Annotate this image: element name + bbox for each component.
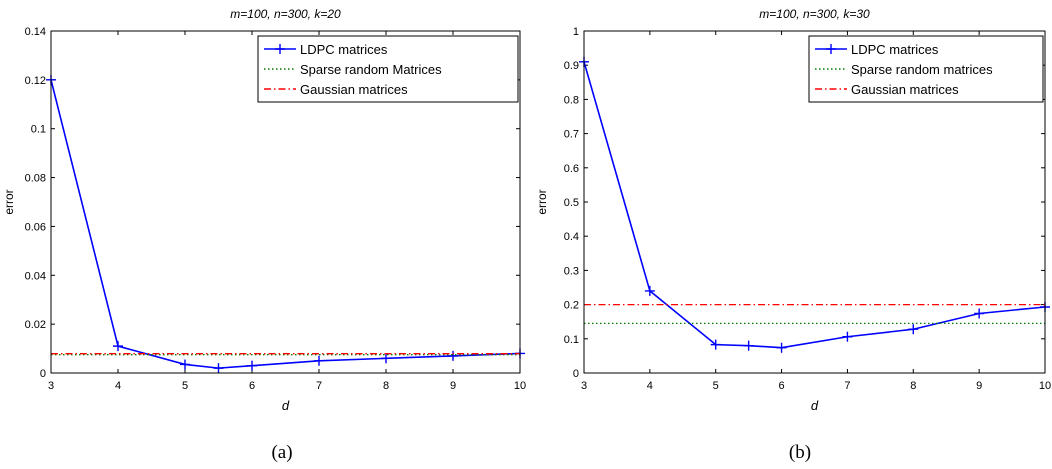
x-tick-label: 5	[713, 380, 719, 392]
y-tick-label: 0.2	[564, 300, 579, 312]
data-point-marker	[644, 285, 655, 296]
y-tick-label: 0.9	[564, 60, 579, 72]
y-tick-label: 0.04	[25, 270, 46, 282]
data-point-marker	[842, 331, 853, 342]
legend-entry-1: Sparse random matrices	[851, 62, 993, 77]
data-point-marker	[776, 342, 787, 353]
legend-box	[808, 35, 1044, 103]
y-tick-label: 0.06	[25, 221, 46, 233]
legend-entry-0: LDPC matrices	[851, 42, 939, 57]
x-tick-label: 4	[647, 380, 653, 392]
data-point-marker	[180, 359, 190, 370]
data-point-marker	[381, 353, 391, 364]
x-axis-label: d	[811, 398, 819, 413]
chart-panel-a: m=100, n=300, k=20 3 4 5 6 7 8 9 10 0 0.02 0.04 0.06…	[2, 7, 526, 463]
x-tick-label: 6	[249, 380, 255, 392]
y-tick-label: 0	[573, 368, 579, 380]
y-tick-label: 0.02	[25, 319, 46, 331]
data-point-marker	[743, 340, 754, 351]
legend-marker	[275, 44, 285, 54]
legend: LDPC matrices Sparse random Matrices Gauss…	[257, 35, 519, 103]
legend-entry-2: Gaussian matrices	[300, 82, 408, 97]
y-tick-label: 0.5	[564, 197, 579, 209]
plot-frame	[583, 30, 1046, 374]
plot-frame	[50, 30, 521, 374]
y-tick-label: 0.14	[25, 26, 46, 38]
y-tick-label: 0.4	[564, 231, 579, 243]
x-tick-label: 7	[844, 380, 850, 392]
y-axis-label: error	[2, 189, 16, 214]
legend-marker	[826, 44, 836, 54]
chart-panel-b: m=100, n=300, k=30 3 4 5 6 7 8 9 10 0 0.1 0.2 0.3 0.4…	[535, 7, 1051, 463]
data-point-marker	[113, 341, 123, 352]
y-tick-label: 0.08	[25, 173, 46, 185]
x-tick-label: 9	[976, 380, 982, 392]
series-line-0	[50, 79, 521, 369]
x-tick-label: 8	[910, 380, 916, 392]
y-tick-label: 0.8	[564, 94, 579, 106]
y-axis-label: error	[535, 189, 549, 214]
x-tick-label: 8	[383, 380, 389, 392]
legend-box	[257, 35, 519, 103]
x-tick-label: 9	[450, 380, 456, 392]
chart-title: m=100, n=300, k=30	[759, 7, 870, 21]
data-point-marker	[213, 363, 224, 374]
x-tick-label: 10	[514, 380, 526, 392]
x-tick-label: 5	[182, 380, 188, 392]
legend-entry-2: Gaussian matrices	[851, 82, 959, 97]
x-tick-label: 4	[115, 380, 121, 392]
chart-title: m=100, n=300, k=20	[230, 7, 341, 21]
y-tick-label: 1	[573, 26, 579, 38]
data-point-marker	[710, 339, 721, 350]
x-tick-label: 10	[1039, 380, 1051, 392]
y-tick-label: 0.1	[564, 334, 579, 346]
data-point-marker	[448, 350, 458, 361]
legend-entry-1: Sparse random Matrices	[300, 62, 442, 77]
x-tick-label: 3	[581, 380, 587, 392]
y-tick-label: 0	[40, 368, 46, 380]
y-tick-label: 0.12	[25, 75, 46, 87]
x-tick-label: 6	[779, 380, 785, 392]
y-tick-label: 0.7	[564, 129, 579, 141]
data-point-marker	[908, 324, 919, 335]
y-tick-label: 0.6	[564, 163, 579, 175]
legend: LDPC matrices Sparse random matrices Gauss…	[808, 35, 1044, 103]
legend-entry-0: LDPC matrices	[300, 42, 388, 57]
data-point-marker	[247, 360, 257, 371]
y-tick-label: 0.1	[31, 124, 46, 136]
x-tick-label: 7	[316, 380, 322, 392]
x-axis-label: d	[282, 398, 290, 413]
panel-caption: (b)	[789, 442, 811, 463]
x-tick-label: 3	[48, 380, 54, 392]
y-tick-label: 0.3	[564, 265, 579, 277]
data-point-marker	[974, 308, 985, 319]
data-point-marker	[314, 355, 324, 366]
panel-caption: (a)	[271, 442, 292, 463]
